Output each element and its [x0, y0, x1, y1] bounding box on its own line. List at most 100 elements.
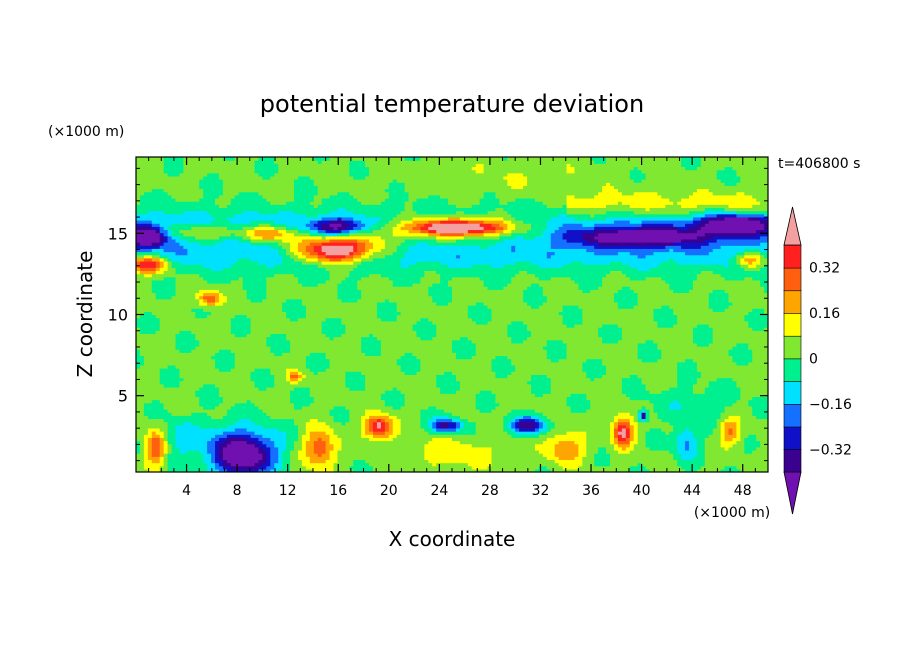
field-cell — [357, 437, 362, 442]
field-cell — [404, 399, 410, 404]
field-cell — [143, 380, 149, 385]
field-cell — [380, 380, 386, 385]
field-cell — [187, 459, 192, 464]
field-cell — [215, 399, 220, 404]
field-cell — [546, 383, 552, 388]
field-cell — [195, 427, 200, 432]
field-cell — [736, 402, 741, 407]
field-cell — [444, 465, 449, 470]
field-cell — [673, 415, 678, 420]
field-cell — [507, 468, 512, 472]
field-cell — [491, 456, 497, 460]
field-cell — [151, 462, 157, 467]
field-cell — [756, 459, 761, 464]
field-cell — [345, 456, 350, 460]
field-cell — [459, 468, 465, 472]
field-cell — [712, 412, 718, 416]
field-cell — [147, 386, 153, 391]
field-cell — [452, 390, 457, 394]
field-cell — [479, 412, 485, 416]
field-cell — [444, 434, 449, 438]
field-cell — [440, 415, 445, 420]
field-cell — [195, 431, 200, 435]
field-cell — [444, 437, 449, 442]
field-cell — [250, 386, 256, 391]
field-cell — [479, 383, 485, 388]
field-cell — [215, 427, 220, 432]
field-cell — [637, 415, 643, 420]
field-cell — [301, 418, 307, 423]
field-cell — [266, 409, 271, 413]
field-cell — [147, 424, 153, 429]
field-cell — [594, 421, 599, 426]
field-cell — [625, 443, 631, 448]
field-cell — [258, 380, 263, 385]
field-cell — [558, 409, 564, 413]
field-cell — [222, 446, 228, 451]
field-cell — [752, 456, 757, 460]
field-cell — [392, 390, 398, 394]
field-cell — [712, 377, 718, 382]
field-cell — [732, 390, 737, 394]
field-cell — [349, 377, 354, 382]
field-cell — [171, 380, 177, 385]
field-cell — [463, 424, 469, 429]
field-cell — [720, 386, 726, 391]
field-cell — [175, 393, 181, 397]
field-cell — [147, 437, 153, 442]
field-cell — [171, 412, 177, 416]
field-cell — [459, 390, 465, 394]
field-cell — [325, 434, 331, 438]
field-cell — [637, 383, 643, 388]
field-cell — [290, 415, 295, 420]
field-cell — [238, 393, 244, 397]
field-cell — [613, 396, 619, 401]
field-cell — [748, 412, 753, 416]
field-cell — [238, 459, 244, 464]
field-cell — [558, 412, 564, 416]
field-cell — [151, 456, 157, 460]
field-cell — [649, 415, 655, 420]
field-cell — [183, 383, 188, 388]
field-cell — [637, 393, 643, 397]
field-cell — [207, 374, 212, 379]
field-cell — [685, 418, 690, 423]
field-cell — [602, 459, 607, 464]
field-cell — [290, 449, 295, 454]
field-cell — [736, 437, 741, 442]
field-cell — [294, 443, 299, 448]
field-cell — [155, 390, 161, 394]
field-cell — [645, 449, 651, 454]
field-cell — [740, 386, 745, 391]
field-cell — [155, 371, 161, 375]
field-cell — [736, 409, 741, 413]
field-cell — [207, 427, 212, 432]
field-cell — [376, 409, 382, 413]
field-cell — [404, 421, 410, 426]
field-cell — [286, 446, 291, 451]
field-cell — [645, 405, 651, 410]
field-cell — [361, 449, 366, 454]
field-cell — [218, 374, 224, 379]
field-cell — [266, 434, 271, 438]
field-cell — [286, 415, 291, 420]
field-cell — [392, 443, 398, 448]
field-cell — [187, 380, 192, 385]
field-cell — [187, 437, 192, 442]
field-cell — [665, 465, 670, 470]
field-cell — [617, 440, 623, 445]
field-cell — [764, 437, 768, 442]
field-cell — [376, 440, 382, 445]
field-cell — [760, 374, 765, 379]
field-cell — [222, 453, 228, 457]
field-cell — [483, 412, 489, 416]
field-cell — [744, 449, 749, 454]
field-cell — [365, 443, 370, 448]
field-cell — [167, 399, 173, 404]
field-cell — [203, 371, 208, 375]
field-cell — [661, 462, 666, 467]
field-cell — [215, 383, 220, 388]
field-cell — [669, 440, 674, 445]
field-cell — [582, 415, 587, 420]
field-cell — [570, 462, 576, 467]
